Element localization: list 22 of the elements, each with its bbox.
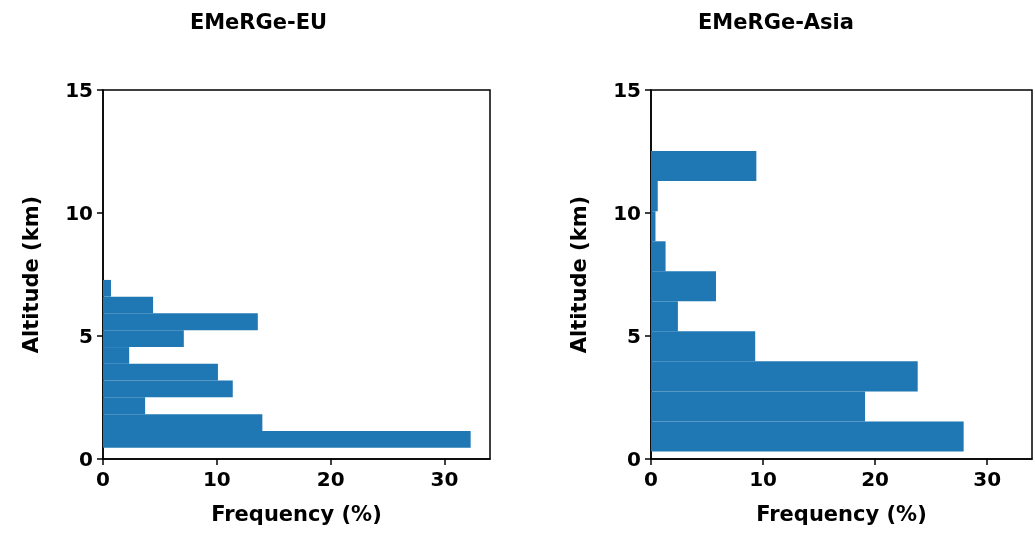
y-tick-label: 15 — [65, 78, 93, 102]
y-tick-label: 15 — [613, 78, 641, 102]
x-tick-label: 0 — [96, 467, 110, 491]
y-tick-label: 5 — [79, 324, 93, 348]
y-tick-label: 10 — [613, 201, 641, 225]
y-tick-label: 0 — [627, 447, 641, 471]
y-axis-title: Altitude (km) — [18, 195, 43, 354]
y-tick-label: 5 — [627, 324, 641, 348]
y-axis-title: Altitude (km) — [566, 195, 591, 354]
x-tick-label: 20 — [861, 467, 890, 491]
x-tick-label: 10 — [202, 467, 231, 491]
chart-title: EMeRGe-EU — [189, 9, 328, 34]
y-tick-label: 0 — [79, 447, 93, 471]
x-tick-label: 10 — [749, 467, 777, 491]
x-tick-label: 30 — [973, 467, 1002, 491]
x-tick-label: 20 — [316, 467, 345, 491]
y-tick-label: 10 — [65, 201, 93, 225]
x-axis-title: Frequency (%) — [211, 501, 382, 526]
chart-title: EMeRGe-Asia — [698, 9, 854, 34]
x-tick-label: 0 — [644, 467, 658, 491]
x-tick-label: 30 — [430, 467, 459, 491]
x-axis-title: Frequency (%) — [756, 501, 927, 526]
